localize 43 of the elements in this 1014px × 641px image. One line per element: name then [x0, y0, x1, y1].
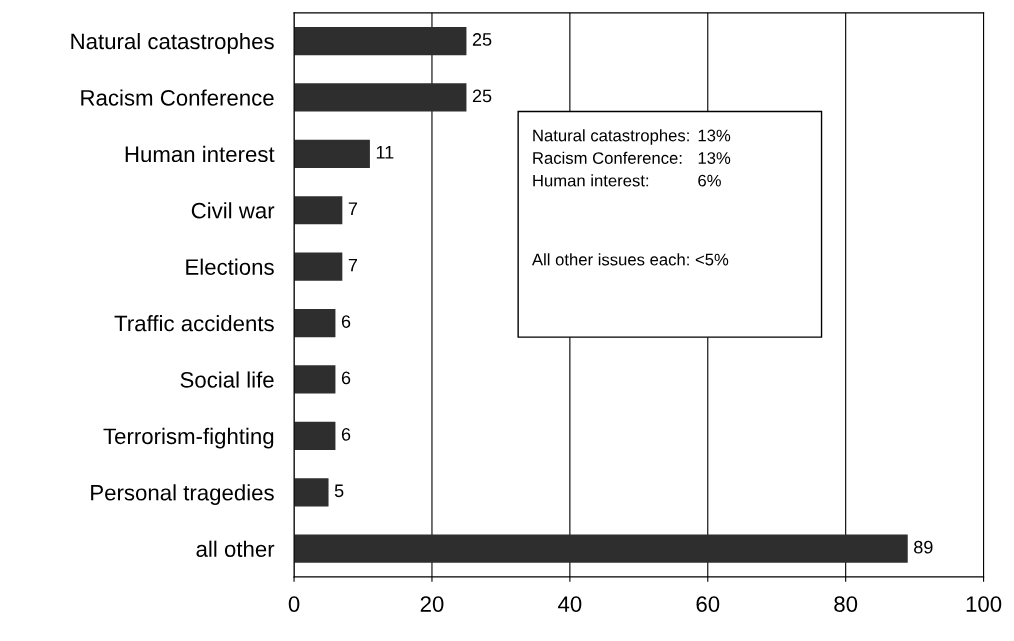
bar — [294, 421, 336, 450]
y-tick-label: Personal tragedies — [91, 484, 274, 505]
data-label: 89 — [914, 540, 933, 554]
y-tick-label: Racism Conference — [81, 89, 274, 106]
bar — [294, 196, 343, 225]
bar — [294, 252, 343, 281]
data-label: 7 — [348, 202, 358, 215]
annotation: Racism Conference: — [533, 151, 682, 164]
data-label: 6 — [341, 315, 351, 328]
y-tick-label: Natural catastrophes — [71, 32, 274, 54]
y-tick-label: Elections — [186, 258, 274, 275]
y-tick-label: Social life — [180, 371, 274, 388]
x-tick-label: 40 — [558, 596, 582, 612]
annotation: Human interest: — [533, 174, 649, 187]
data-label: 6 — [341, 427, 351, 441]
x-tick-label: 0 — [288, 596, 300, 612]
annotation: All other issues each: <5% — [531, 253, 729, 266]
annotation: 13% — [698, 152, 731, 164]
y-tick-label: Terrorism-fighting — [103, 427, 274, 449]
x-tick-label: 20 — [420, 596, 444, 612]
bar — [294, 26, 467, 56]
y-tick-label: Human interest — [125, 145, 275, 163]
y-tick-label: Civil war — [191, 202, 275, 219]
bar — [294, 308, 336, 338]
bar — [294, 534, 908, 563]
y-tick-label: Traffic accidents — [114, 315, 274, 332]
bar — [294, 365, 336, 394]
annotation: 6% — [698, 174, 721, 187]
data-label: 25 — [472, 89, 492, 103]
bar — [294, 478, 329, 507]
data-label: 6 — [341, 371, 351, 385]
data-label: 25 — [472, 33, 492, 46]
x-tick-label: 60 — [696, 596, 720, 612]
annotation: 13% — [698, 129, 731, 142]
data-label: 11 — [376, 146, 394, 159]
y-tick-label: all other — [196, 540, 275, 557]
bar — [294, 83, 467, 112]
data-label: 5 — [334, 484, 344, 498]
x-tick-label: 80 — [834, 596, 858, 612]
annotation: Natural catastrophes: — [533, 129, 689, 145]
data-label: 7 — [348, 258, 358, 272]
bar — [294, 139, 370, 168]
x-tick-label: 100 — [966, 596, 1002, 612]
